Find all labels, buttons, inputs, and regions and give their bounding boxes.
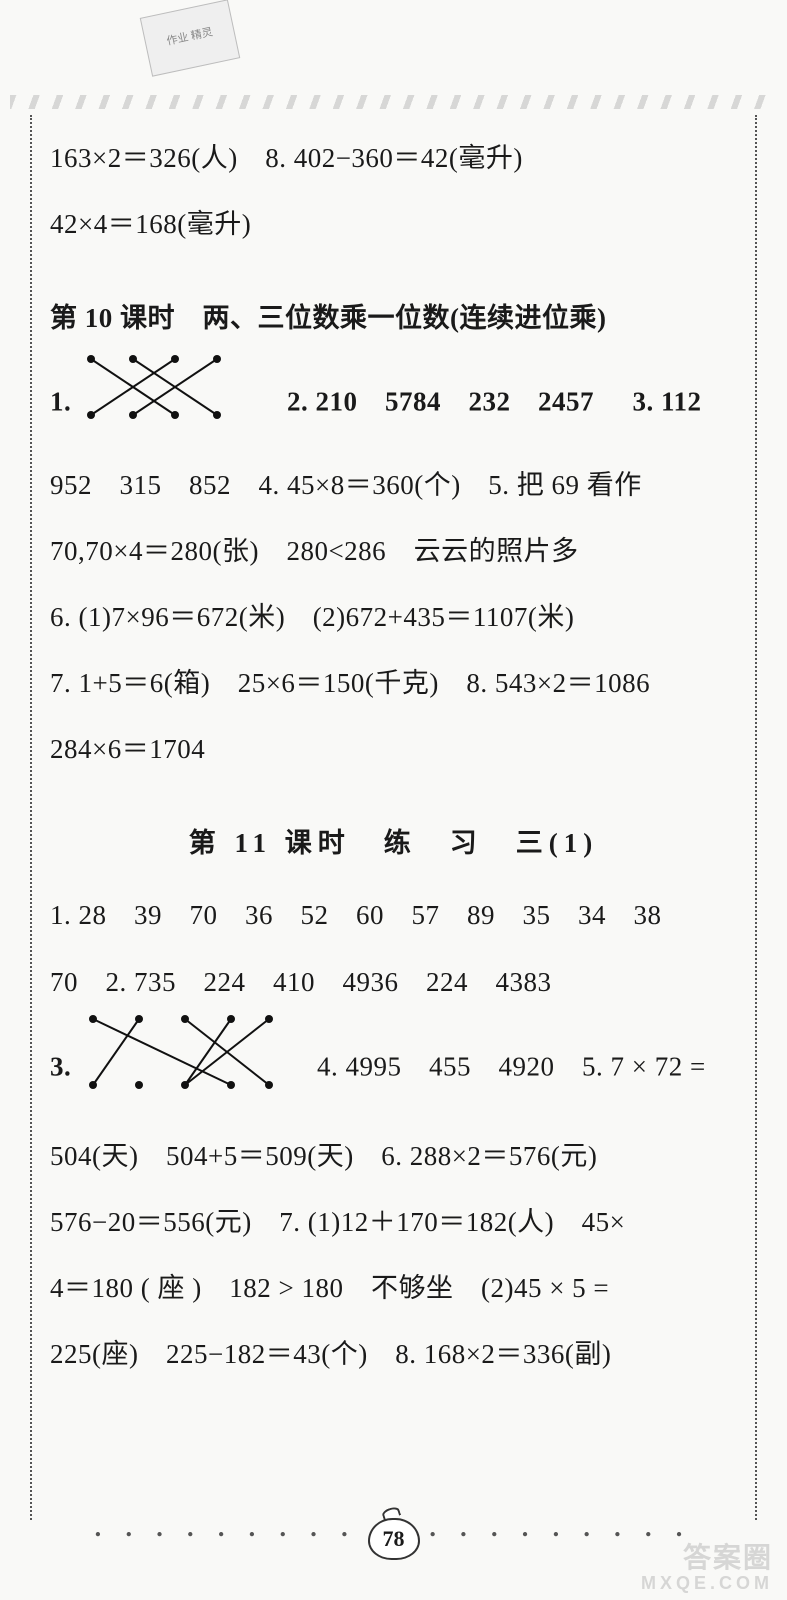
page-number: 78: [368, 1518, 420, 1560]
text-flow: 163×2＝326(人) 8. 402−360＝42(毫升) 42×4＝168(…: [50, 125, 737, 1387]
page: 作业 精灵 163×2＝326(人) 8. 402−360＝42(毫升) 42×…: [0, 0, 787, 1600]
l11-line2: 70 2. 735 224 410 4936 224 4383: [50, 967, 552, 997]
watermark-line1: 答案圈: [683, 1542, 773, 1573]
l10-q2: 2. 210 5784 232 2457: [287, 387, 594, 417]
l10-q3-prefix: 3. 112: [633, 387, 702, 417]
lesson10-heading: 第 10 课时 两、三位数乘一位数(连续进位乘): [50, 285, 737, 351]
l11-q3-diagram: [79, 1007, 279, 1123]
l11-line1: 1. 28 39 70 36 52 60 57 89 35 34 38: [50, 900, 662, 930]
l10-line2: 952 315 852 4. 45×8＝360(个) 5. 把 69 看作: [50, 470, 642, 500]
l10-q1-diagram: [79, 349, 249, 451]
l11-line6: 4＝180 ( 座 ) 182 > 180 不够坐 (2)45 × 5 =: [50, 1273, 609, 1303]
l10-line3: 70,70×4＝280(张) 280<286 云云的照片多: [50, 536, 579, 566]
l11-q3-tail: 4. 4995 455 4920 5. 7 × 72 =: [317, 1051, 706, 1081]
watermark: 答案圈 MXQE.COM: [641, 1543, 773, 1594]
l10-line4: 6. (1)7×96＝672(米) (2)672+435＝1107(米): [50, 602, 574, 632]
watermark-line2: MXQE.COM: [641, 1574, 773, 1594]
page-number-badge: 78: [362, 1512, 426, 1562]
content-frame: 163×2＝326(人) 8. 402−360＝42(毫升) 42×4＝168(…: [30, 115, 757, 1520]
l11-line7: 225(座) 225−182＝43(个) 8. 168×2＝336(副): [50, 1339, 611, 1369]
l11-q3-label: 3.: [50, 1051, 71, 1081]
lesson11-heading: 第 11 课时 练 习 三(1): [50, 810, 737, 876]
l10-q1-label: 1.: [50, 387, 71, 417]
top-hatch-decoration: [10, 95, 777, 109]
intro-line-1: 163×2＝326(人) 8. 402−360＝42(毫升): [50, 143, 523, 173]
l11-line5: 576−20＝556(元) 7. (1)12＋170＝182(人) 45×: [50, 1207, 625, 1237]
l10-line6: 284×6＝1704: [50, 734, 205, 764]
intro-line-2: 42×4＝168(毫升): [50, 209, 251, 239]
l10-line5: 7. 1+5＝6(箱) 25×6＝150(千克) 8. 543×2＝1086: [50, 668, 650, 698]
footer-dots-right: • • • • • • • • •: [430, 1525, 693, 1545]
footer-dots-left: • • • • • • • • •: [95, 1525, 358, 1545]
stamp-badge: 作业 精灵: [140, 0, 241, 77]
l11-line4: 504(天) 504+5＝509(天) 6. 288×2＝576(元): [50, 1141, 597, 1171]
